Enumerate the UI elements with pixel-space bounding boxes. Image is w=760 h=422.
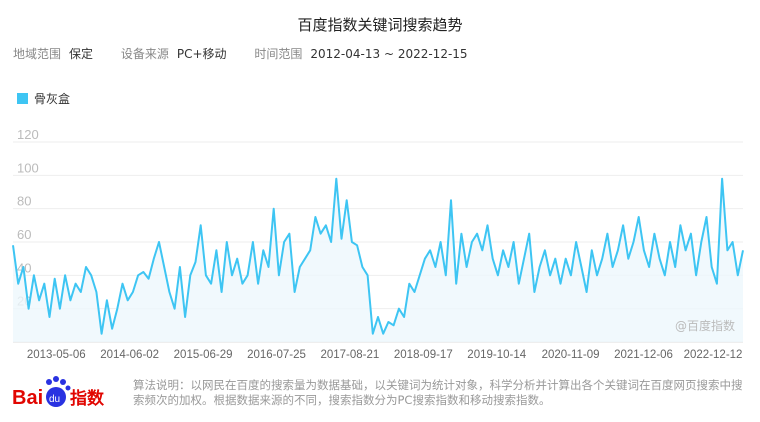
x-tick-label: 2021-12-06	[614, 349, 673, 361]
svg-text:指数: 指数	[70, 388, 105, 409]
x-tick-label: 2022-12-12	[684, 349, 743, 361]
x-tick-label: 2016-07-25	[247, 349, 306, 361]
device-label: 设备来源	[120, 47, 169, 61]
device-value: PC+移动	[176, 47, 227, 61]
algorithm-note: 算法说明：以网民在百度的搜索量为数据基础，以关键词为统计对象，科学分析并计算出各…	[133, 378, 743, 407]
x-tick-label: 2017-08-21	[320, 349, 379, 361]
legend[interactable]: 骨灰盒	[17, 90, 70, 107]
x-tick-label: 2013-05-06	[27, 349, 86, 361]
legend-label: 骨灰盒	[34, 92, 71, 106]
watermark: @百度指数	[675, 318, 735, 333]
y-tick-label: 80	[17, 194, 31, 209]
y-tick-label: 120	[17, 127, 39, 142]
time-value: 2012-04-13 ~ 2022-12-15	[310, 47, 468, 61]
series-area	[13, 178, 743, 342]
chart-svg: 204060801001202013-05-062014-06-022015-0…	[12, 127, 744, 361]
x-tick-label: 2019-10-14	[467, 349, 526, 361]
y-tick-label: 100	[17, 160, 39, 175]
region-value: 保定	[69, 47, 94, 61]
region-label: 地域范围	[13, 47, 62, 61]
baidu-index-logo: Bai du 指数	[12, 376, 105, 409]
chart-title: 百度指数关键词搜索趋势	[297, 16, 463, 34]
x-tick-label: 2014-06-02	[100, 349, 159, 361]
time-label: 时间范围	[254, 47, 303, 61]
x-tick-label: 2015-06-29	[174, 349, 233, 361]
svg-text:du: du	[49, 394, 60, 405]
x-tick-label: 2018-09-17	[394, 349, 453, 361]
svg-text:Bai: Bai	[12, 387, 43, 409]
meta-bar: 地域范围 保定 设备来源 PC+移动 时间范围 2012-04-13 ~ 2022-1…	[13, 45, 492, 62]
y-tick-label: 60	[17, 227, 31, 242]
legend-swatch	[17, 93, 28, 104]
series-line	[12, 177, 744, 335]
x-tick-label: 2020-11-09	[542, 349, 600, 361]
